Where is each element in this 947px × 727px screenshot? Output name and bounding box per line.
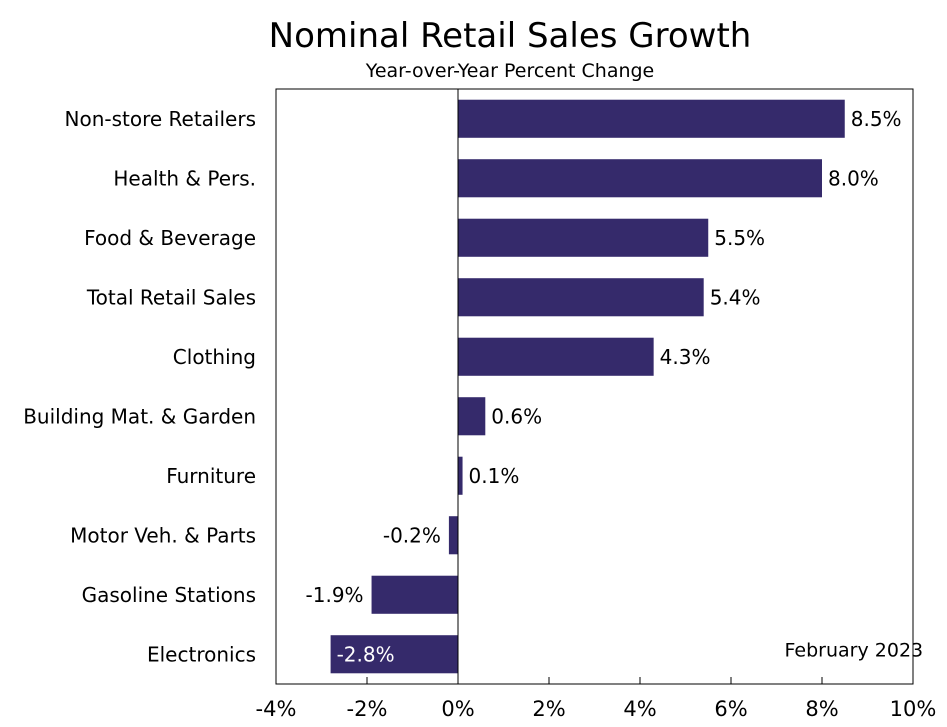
category-label: Total Retail Sales — [86, 285, 256, 309]
chart-subtitle: Year-over-Year Percent Change — [365, 60, 655, 82]
bar — [458, 337, 654, 376]
x-tick-label: 4% — [623, 697, 656, 721]
date-annotation: February 2023 — [785, 639, 924, 661]
value-label: 5.4% — [710, 285, 761, 309]
labels-layer: Non-store Retailers 8.5% Health & Pers. 8.0… — [23, 107, 901, 667]
x-tick-label: 0% — [441, 697, 474, 721]
value-label: 8.0% — [828, 166, 879, 190]
bar — [458, 456, 463, 495]
bar — [371, 575, 458, 614]
x-tick-label: 6% — [714, 697, 747, 721]
bar — [458, 397, 486, 436]
category-label: Electronics — [147, 642, 256, 666]
x-tick-label: 10% — [890, 697, 937, 721]
category-label: Clothing — [173, 345, 256, 369]
value-label: 4.3% — [660, 345, 711, 369]
value-label: -1.9% — [306, 583, 364, 607]
bar — [330, 635, 458, 674]
category-label: Building Mat. & Garden — [23, 404, 256, 428]
bar — [458, 278, 704, 317]
category-label: Health & Pers. — [113, 166, 256, 190]
plot-frame — [275, 88, 914, 685]
x-tick-label: 8% — [805, 697, 838, 721]
category-label: Furniture — [166, 464, 256, 488]
x-axis: -4% -2% 0% 2% 4% 6% 8% 10% — [256, 677, 937, 721]
value-label: 8.5% — [851, 107, 902, 131]
bar — [458, 99, 845, 138]
bar — [448, 516, 458, 555]
value-label: 0.1% — [469, 464, 520, 488]
bars-layer — [330, 99, 845, 674]
category-label: Motor Veh. & Parts — [70, 523, 256, 547]
category-label: Food & Beverage — [84, 226, 256, 250]
bar — [458, 218, 709, 257]
chart-title: Nominal Retail Sales Growth — [268, 16, 752, 56]
value-label: 5.5% — [714, 226, 765, 250]
x-tick-label: -2% — [347, 697, 388, 721]
category-label: Gasoline Stations — [82, 583, 256, 607]
value-label: 0.6% — [491, 404, 542, 428]
value-label: -0.2% — [383, 523, 441, 547]
category-label: Non-store Retailers — [65, 107, 257, 131]
x-tick-label: 2% — [532, 697, 565, 721]
value-label: -2.8% — [337, 642, 395, 666]
x-tick-label: -4% — [256, 697, 297, 721]
bar — [458, 159, 822, 198]
